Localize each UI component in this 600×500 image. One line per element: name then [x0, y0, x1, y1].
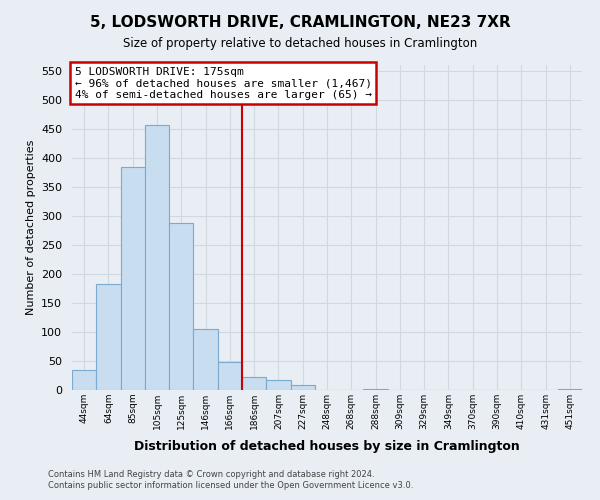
Bar	[145, 125, 169, 390]
Bar	[72, 370, 96, 390]
X-axis label: Distribution of detached houses by size in Cramlington: Distribution of detached houses by size …	[134, 440, 520, 454]
Bar	[242, 376, 266, 390]
Y-axis label: Number of detached properties: Number of detached properties	[26, 140, 35, 315]
Bar	[364, 389, 388, 390]
Bar	[558, 389, 582, 390]
Bar	[193, 329, 218, 390]
Bar	[218, 362, 242, 390]
Bar	[96, 284, 121, 390]
Bar	[290, 385, 315, 390]
Text: Size of property relative to detached houses in Cramlington: Size of property relative to detached ho…	[123, 38, 477, 51]
Bar	[169, 223, 193, 390]
Text: 5, LODSWORTH DRIVE, CRAMLINGTON, NE23 7XR: 5, LODSWORTH DRIVE, CRAMLINGTON, NE23 7X…	[89, 15, 511, 30]
Text: 5 LODSWORTH DRIVE: 175sqm
← 96% of detached houses are smaller (1,467)
4% of sem: 5 LODSWORTH DRIVE: 175sqm ← 96% of detac…	[74, 66, 371, 100]
Bar	[266, 380, 290, 390]
Text: Contains HM Land Registry data © Crown copyright and database right 2024.
Contai: Contains HM Land Registry data © Crown c…	[48, 470, 413, 490]
Bar	[121, 166, 145, 390]
